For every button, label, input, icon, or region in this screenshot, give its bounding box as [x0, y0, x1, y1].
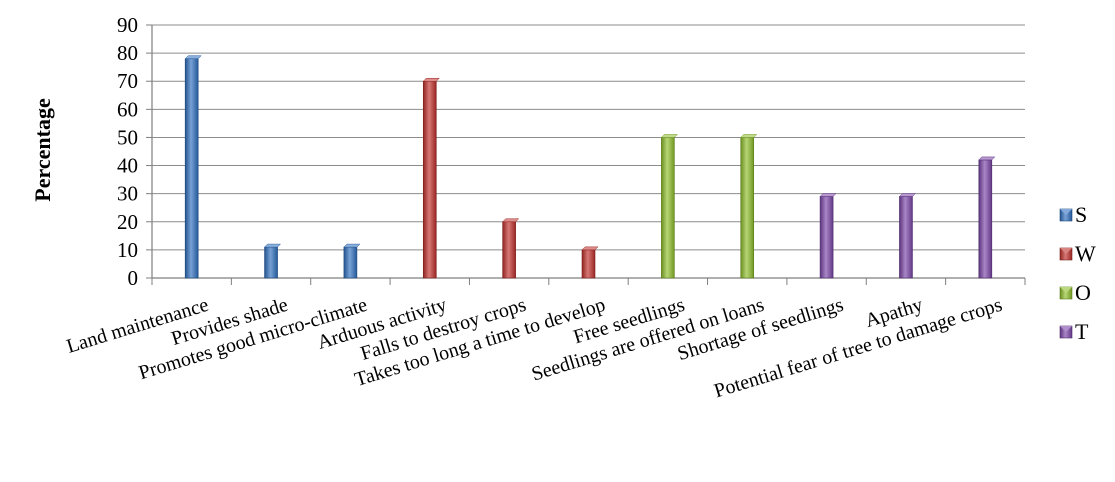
bar-S-1: [184, 55, 202, 279]
bars: [184, 55, 996, 279]
y-tick-label: 10: [117, 238, 138, 262]
bar-top: [978, 156, 996, 161]
bar-W-4: [422, 77, 440, 279]
legend-item-T: T: [1059, 319, 1089, 344]
legend-item-S: S: [1059, 202, 1087, 227]
y-axis-label: Percentage: [30, 98, 55, 202]
bar: [343, 246, 358, 279]
legend-label: S: [1075, 202, 1087, 227]
legend-swatch-highlight: [1060, 248, 1072, 254]
legend-label: T: [1075, 319, 1089, 344]
legend-swatch-highlight: [1060, 287, 1072, 293]
y-tick-label: 0: [128, 266, 139, 290]
y-tick-label: 80: [117, 41, 138, 65]
legend-label: W: [1075, 241, 1096, 266]
bar-top: [819, 193, 837, 197]
bar: [581, 249, 596, 279]
y-tick-label: 90: [117, 13, 138, 37]
bar: [661, 137, 675, 279]
bar-S-3: [343, 243, 361, 279]
bar-O-8: [740, 134, 758, 279]
bar: [264, 246, 278, 279]
bar-top: [581, 246, 599, 251]
bar-top: [660, 134, 678, 138]
y-tick-label: 30: [117, 182, 138, 206]
gridlines: [152, 24, 1025, 251]
bar-T-9: [819, 193, 837, 279]
y-tick-label: 50: [117, 125, 138, 149]
bar: [422, 80, 437, 279]
legend-item-O: O: [1059, 280, 1091, 305]
bar-S-2: [263, 243, 282, 279]
bar-top: [184, 55, 202, 59]
bar: [184, 58, 199, 279]
legend-item-W: W: [1059, 241, 1096, 266]
bar-W-5: [502, 218, 520, 279]
bar-W-6: [581, 246, 599, 279]
y-tick-label: 40: [117, 154, 138, 178]
bar: [502, 221, 516, 279]
bar: [978, 159, 993, 279]
bar: [819, 196, 834, 279]
bar-top: [343, 243, 361, 248]
bar-top: [263, 243, 282, 248]
legend-swatch-highlight: [1060, 326, 1072, 332]
y-tick-label: 20: [117, 210, 138, 234]
legend-swatch-highlight: [1060, 209, 1072, 215]
bar-T-10: [898, 193, 917, 279]
y-tick-label: 70: [117, 69, 138, 93]
legend-label: O: [1075, 280, 1091, 305]
y-tick-labels: 0 10 20 30 40 50 60 70 80 90: [117, 13, 138, 290]
bar-top: [502, 218, 520, 223]
bar: [740, 137, 755, 279]
y-tick-label: 60: [117, 97, 138, 121]
bar-top: [898, 193, 917, 197]
bar: [899, 196, 913, 279]
bar-T-11: [978, 156, 996, 279]
bar-top: [740, 134, 758, 138]
bar-top: [422, 77, 440, 82]
bar-O-7: [660, 134, 678, 279]
